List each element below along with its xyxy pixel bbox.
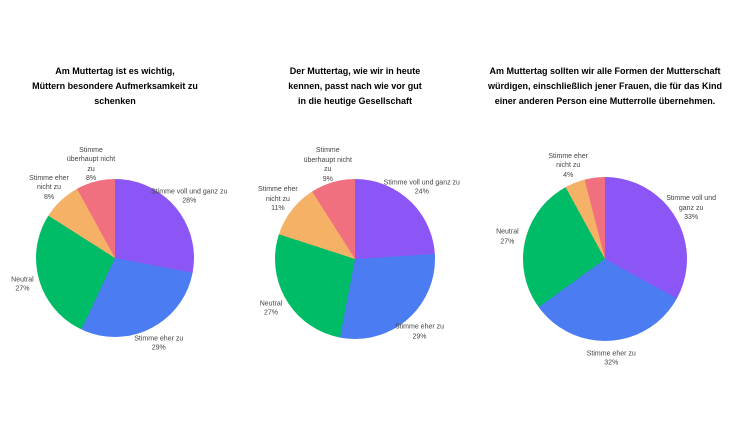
slice-label-stimme-voll-und-ganz-zu: Stimme voll und ganz zu 28%	[151, 188, 228, 205]
slice-label-stimme-ueberhaupt-nicht-zu: Stimme überhaupt nicht zu 8%	[66, 146, 116, 183]
slice-label-neutral: Neutral 27%	[496, 228, 519, 246]
slice-label-stimme-eher-nicht-zu: Stimme eher nicht zu 11%	[258, 185, 298, 212]
pie-muttertag-gesellschaft[interactable]	[275, 179, 435, 339]
slice-label-stimme-ueberhaupt-nicht-zu: Stimme überhaupt nicht zu 9%	[303, 147, 352, 183]
slice-label-neutral: Neutral 27%	[259, 300, 283, 317]
slice-label-stimme-voll-und-ganz-zu: Stimme voll und ganz zu 33%	[666, 194, 716, 221]
chart-title: Am Muttertag sollten wir alle Formen der…	[487, 66, 723, 106]
slice-label-stimme-voll-und-ganz-zu: Stimme voll und ganz zu 24%	[383, 179, 460, 196]
slice-label-neutral: Neutral 27%	[11, 276, 34, 293]
chart-title: Am Muttertag ist es wichtig, Müttern bes…	[32, 66, 198, 106]
slice-label-stimme-eher-zu: Stimme eher zu 29%	[395, 323, 445, 341]
slice-label-stimme-eher-zu: Stimme eher zu 32%	[586, 350, 636, 367]
slice-label-stimme-eher-nicht-zu: Stimme eher nicht zu 4%	[548, 152, 589, 179]
pie-muttertag-aufmerksamkeit[interactable]	[36, 179, 194, 337]
slice-label-stimme-eher-nicht-zu: Stimme eher nicht zu 8%	[29, 174, 69, 201]
pie-muttertag-mutterschaft-formen[interactable]	[523, 177, 687, 341]
chart-title: Der Muttertag, wie wir in heute kennen, …	[288, 66, 422, 106]
slice-label-stimme-eher-zu: Stimme eher zu 29%	[134, 335, 184, 352]
